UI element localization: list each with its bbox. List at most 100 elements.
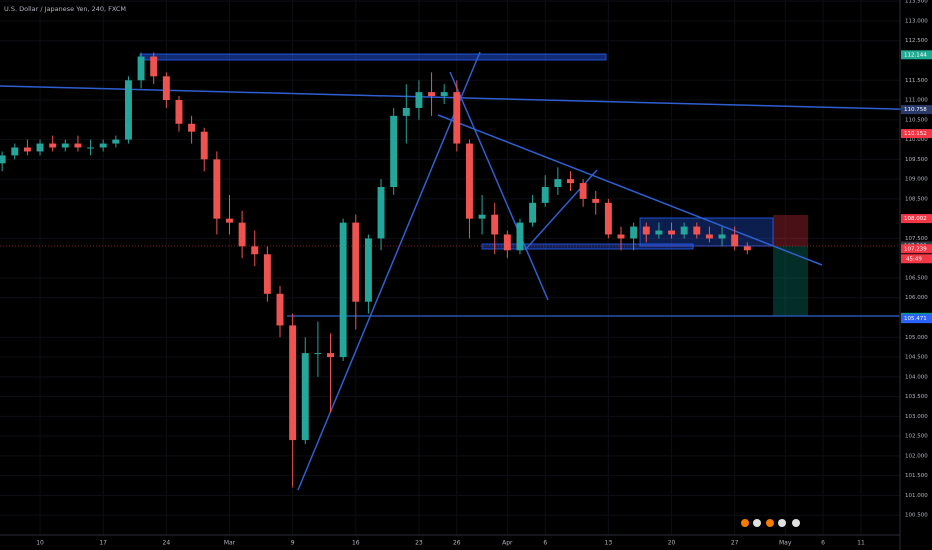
- trendline: [0, 85, 932, 111]
- candle-body: [188, 123, 196, 132]
- y-tick-label: 112.500: [905, 38, 928, 44]
- x-tick-label: 27: [731, 540, 739, 547]
- candle-body: [36, 143, 44, 152]
- y-tick-label: 101.000: [905, 493, 928, 499]
- candle-body: [617, 234, 625, 239]
- y-tick-label: 109.000: [905, 177, 928, 183]
- price-tag-label: 110.152: [904, 131, 927, 137]
- x-tick-label: 17: [99, 540, 107, 547]
- candle-body: [592, 198, 600, 203]
- candle-body: [339, 222, 347, 358]
- candle-body: [630, 226, 638, 239]
- target-zone: [773, 246, 808, 316]
- price-tag-label: 108.002: [904, 216, 927, 222]
- x-tick-label: 13: [605, 540, 613, 547]
- y-tick-label: 108.500: [905, 196, 928, 202]
- candle-body: [314, 353, 322, 355]
- y-tick-label: 104.000: [905, 374, 928, 380]
- candle-body: [453, 92, 461, 144]
- x-tick-label: May: [779, 540, 792, 547]
- candles: [0, 52, 751, 488]
- y-tick-label: 109.500: [905, 157, 928, 163]
- candle-body: [238, 222, 246, 247]
- candle-body: [175, 100, 183, 124]
- candle-body: [213, 159, 221, 219]
- x-tick-label: Apr: [502, 540, 513, 547]
- x-tick-label: 6: [543, 540, 547, 547]
- support-zone: [481, 243, 694, 250]
- y-tick-label: 105.000: [905, 335, 928, 341]
- candle-body: [327, 353, 334, 358]
- candle-body: [364, 238, 372, 302]
- x-tick-label: 11: [857, 540, 865, 547]
- candle-body: [415, 92, 423, 108]
- candle-body: [263, 254, 271, 294]
- candle-body: [529, 202, 537, 223]
- x-tick-label: Mar: [224, 540, 236, 547]
- price-tag-label: 112.144: [904, 52, 927, 58]
- y-tick-label: 106.000: [905, 295, 928, 301]
- y-tick-label: 101.500: [905, 473, 928, 479]
- candle-body: [655, 230, 663, 235]
- y-tick-label: 107.500: [905, 236, 928, 242]
- price-tag: [901, 105, 932, 115]
- resistance-zone: [139, 53, 607, 61]
- candle-body: [668, 230, 675, 235]
- candle-body: [440, 92, 448, 97]
- price-tag: [901, 129, 932, 139]
- grid: [0, 0, 900, 535]
- y-tick-label: 103.500: [905, 394, 928, 400]
- candle-body: [465, 143, 473, 219]
- candle-body: [61, 143, 69, 148]
- trendline: [297, 51, 481, 491]
- y-tick-label: 113.500: [905, 0, 928, 5]
- x-tick-label: 23: [415, 540, 423, 547]
- candle-body: [554, 179, 562, 188]
- candle-body: [301, 353, 309, 441]
- countdown-tag: [901, 254, 932, 264]
- price-tag: [901, 50, 932, 60]
- candle-body: [731, 234, 739, 247]
- candle-body: [11, 147, 19, 156]
- candle-body: [743, 246, 751, 251]
- chart-title: U.S. Dollar / Japanese Yen, 240, FXCM: [4, 5, 126, 13]
- candle-body: [23, 147, 31, 152]
- candle-body: [491, 214, 499, 235]
- candle-body: [428, 92, 436, 97]
- x-tick-label: 16: [352, 540, 360, 547]
- y-tick-label: 113.000: [905, 18, 928, 24]
- x-tick-label: 10: [36, 540, 44, 547]
- y-tick-label: 110.500: [905, 117, 928, 123]
- candle-body: [87, 147, 95, 149]
- candle-body: [276, 293, 284, 326]
- y-tick-label: 102.000: [905, 453, 928, 459]
- price-tag-label: 107.239: [904, 246, 927, 252]
- y-tick-label: 102.500: [905, 434, 928, 440]
- event-icon: [792, 519, 800, 527]
- candle-body: [226, 218, 233, 223]
- candle-body: [74, 143, 82, 148]
- candle-body: [251, 246, 259, 255]
- price-tag: [901, 314, 932, 324]
- candle-body: [516, 222, 524, 251]
- candle-body: [377, 187, 385, 239]
- x-tick-label: 26: [453, 540, 461, 547]
- y-tick-label: 111.500: [905, 78, 928, 84]
- y-tick-label: 110.000: [905, 137, 928, 143]
- candle-body: [705, 234, 713, 239]
- event-icon: [778, 519, 786, 527]
- range-zone: [639, 217, 774, 247]
- price-tag: [901, 244, 932, 254]
- candle-body: [124, 80, 132, 140]
- candle-body: [112, 139, 120, 144]
- candle-body: [478, 214, 486, 219]
- drawings: [0, 51, 932, 491]
- price-tag-label: 105.471: [904, 316, 927, 322]
- stop-zone: [773, 215, 808, 246]
- candle-body: [150, 56, 158, 77]
- price-tag-label: 110.758: [904, 107, 927, 113]
- trendline: [449, 71, 549, 301]
- candle-body: [642, 226, 650, 235]
- candle-body: [162, 76, 170, 101]
